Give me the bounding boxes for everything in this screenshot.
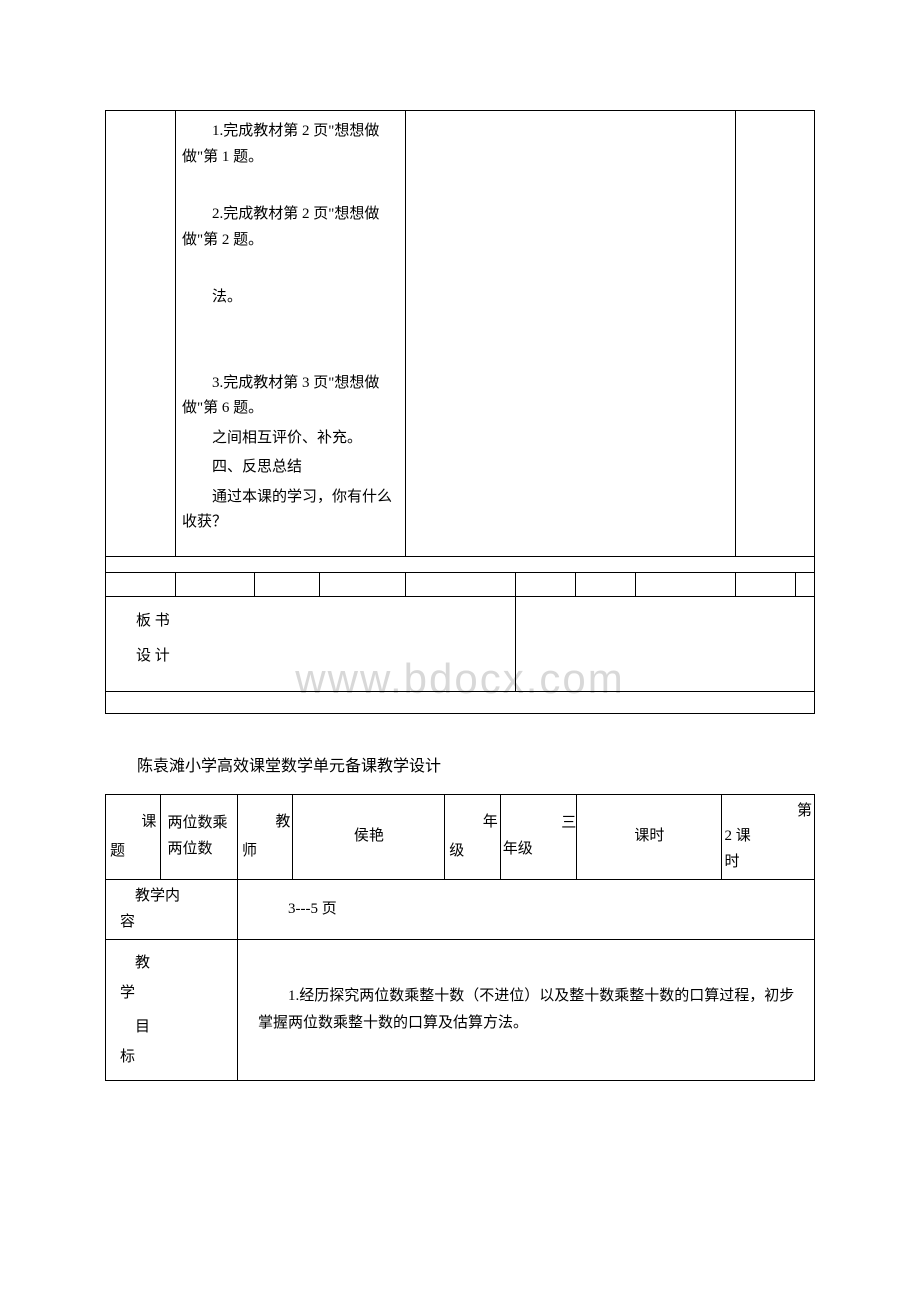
thin-cell-5 bbox=[406, 572, 516, 596]
section-title: 陈袁滩小学高效课堂数学单元备课教学设计 bbox=[137, 752, 815, 776]
content-p3: 法。 bbox=[182, 285, 399, 311]
banshu-line2: 设 计 bbox=[136, 644, 485, 670]
content-p2: 2.完成教材第 2 页"想想做做"第 2 题。 bbox=[182, 202, 399, 253]
content-p4: 3.完成教材第 3 页"想想做做"第 6 题。 bbox=[182, 371, 399, 422]
nianji-value: 三 年级 bbox=[500, 794, 577, 880]
thin-cell-4 bbox=[319, 572, 405, 596]
jiaoshi-value: 侯艳 bbox=[293, 794, 445, 880]
keti-label: 课 题 bbox=[106, 794, 161, 880]
keshi-value: 第 2 课 时 bbox=[722, 794, 815, 880]
content-cell: 1.完成教材第 2 页"想想做做"第 1 题。 2.完成教材第 2 页"想想做做… bbox=[176, 111, 406, 557]
thin-cell-1 bbox=[106, 572, 176, 596]
mubiao-value: 1.经历探究两位数乘整十数（不进位）以及整十数乘整十数的口算过程，初步掌握两位数… bbox=[238, 940, 815, 1081]
thin-cell-2 bbox=[176, 572, 255, 596]
keshi-label: 课时 bbox=[577, 794, 722, 880]
mubiao-label: 教 学 目 标 bbox=[106, 940, 238, 1081]
thin-cell-7 bbox=[576, 572, 636, 596]
keti-value: 两位数乘两位数 bbox=[161, 794, 238, 880]
content-p5: 之间相互评价、补充。 bbox=[182, 426, 399, 452]
thin-cell-3 bbox=[255, 572, 320, 596]
thin-cell-6 bbox=[516, 572, 576, 596]
table-lesson-plan-continued: 1.完成教材第 2 页"想想做做"第 1 题。 2.完成教材第 2 页"想想做做… bbox=[105, 110, 815, 714]
banshu-sheji-label: 板 书 设 计 bbox=[106, 596, 516, 691]
jiaoshi-label: 教 师 bbox=[238, 794, 293, 880]
empty-right-cell bbox=[736, 111, 815, 557]
thin-cell-10 bbox=[796, 572, 815, 596]
banshu-sheji-content bbox=[516, 596, 815, 691]
empty-mid-cell bbox=[406, 111, 736, 557]
empty-left-cell bbox=[106, 111, 176, 557]
nianji-label: 年 级 bbox=[445, 794, 500, 880]
thin-cell-8 bbox=[636, 572, 736, 596]
thin-divider-row bbox=[106, 556, 815, 572]
thin-cell-9 bbox=[736, 572, 796, 596]
content-p1: 1.完成教材第 2 页"想想做做"第 1 题。 bbox=[182, 119, 399, 170]
jiaoxuecontentvalue: 3---5 页 bbox=[238, 880, 815, 940]
banshu-line1: 板 书 bbox=[136, 609, 485, 635]
table-lesson-header: 课 题 两位数乘两位数 教 师 侯艳 年 级 三 年级 课时 第 2 课 时 教… bbox=[105, 794, 815, 1082]
content-p6: 四、反思总结 bbox=[182, 455, 399, 481]
content-p7: 通过本课的学习，你有什么收获？ bbox=[182, 485, 399, 536]
jiaoxuecontentlabel: 教学内 容 bbox=[106, 880, 238, 940]
bottom-empty-row bbox=[106, 691, 815, 713]
